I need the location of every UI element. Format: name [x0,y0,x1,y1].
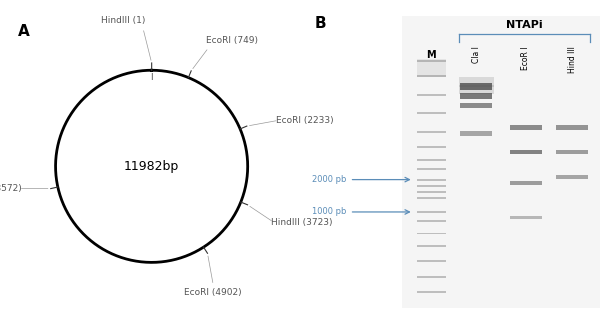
Text: EcoRI (749): EcoRI (749) [205,36,258,45]
Bar [416,59,445,77]
Bar [416,276,445,278]
Bar [416,146,445,148]
Text: ClaI (8572): ClaI (8572) [0,184,22,193]
Text: HindIII (3723): HindIII (3723) [271,218,332,227]
Bar [556,126,588,130]
Bar [416,197,445,199]
Bar [556,150,588,154]
Bar [556,175,588,179]
Text: M: M [426,49,436,60]
Bar [460,131,492,136]
Text: EcoRI (2233): EcoRI (2233) [276,116,333,125]
Bar [510,125,542,130]
Bar [416,245,445,247]
Text: B: B [315,16,326,31]
Bar [416,159,445,160]
Bar [416,131,445,133]
Bar [416,220,445,222]
Text: I: I [150,73,153,82]
Bar [416,211,445,213]
Bar [416,291,445,293]
Text: A: A [18,24,30,39]
Text: 11982bp: 11982bp [124,160,179,173]
Bar [460,83,492,90]
Bar [416,185,445,187]
Bar [460,103,492,108]
Bar [510,216,542,219]
Text: Cla I: Cla I [471,47,481,63]
Bar [416,168,445,170]
Bar [416,75,445,77]
Bar [459,85,494,94]
Text: HindIII (1): HindIII (1) [101,16,146,25]
Bar [460,93,492,99]
Bar [510,150,542,154]
Text: Hind III: Hind III [568,47,577,74]
Bar [416,179,445,180]
Text: 2000 pb: 2000 pb [312,175,347,184]
Bar [416,191,445,193]
Bar [402,16,600,308]
Bar [416,233,445,234]
Bar [459,77,494,87]
Text: EcoRI (4902): EcoRI (4902) [184,288,242,297]
Text: NTAPi: NTAPi [506,20,542,30]
Bar [416,60,445,62]
Bar [510,181,542,185]
Text: 1000 pb: 1000 pb [312,207,347,216]
Bar [416,112,445,114]
Bar [416,260,445,262]
Bar [416,94,445,96]
Text: EcoR I: EcoR I [521,47,530,70]
